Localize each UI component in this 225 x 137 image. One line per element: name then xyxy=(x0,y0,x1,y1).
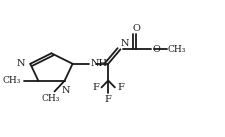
Text: F: F xyxy=(105,95,112,104)
Text: CH₃: CH₃ xyxy=(42,94,60,103)
Text: CH₃: CH₃ xyxy=(168,45,186,54)
Text: CH₃: CH₃ xyxy=(2,76,20,85)
Text: NH: NH xyxy=(90,59,108,68)
Text: N: N xyxy=(61,86,70,95)
Text: F: F xyxy=(117,83,124,92)
Text: N: N xyxy=(120,39,129,48)
Text: O: O xyxy=(133,24,140,33)
Text: O: O xyxy=(152,45,160,54)
Text: F: F xyxy=(92,83,99,92)
Text: N: N xyxy=(16,58,25,68)
